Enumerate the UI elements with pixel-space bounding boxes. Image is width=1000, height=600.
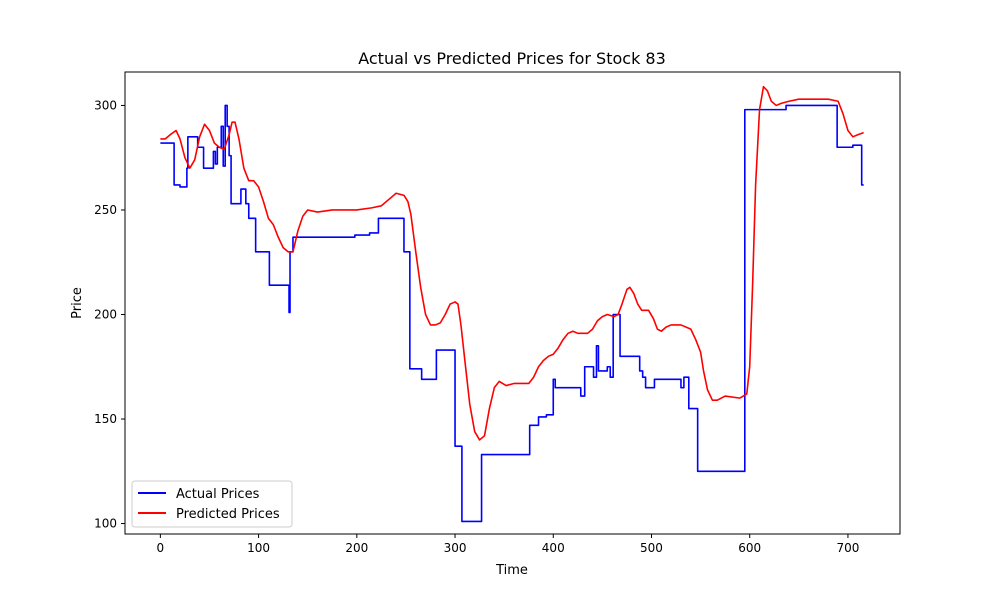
x-tick-label: 200 (345, 541, 368, 555)
plot-area (124, 71, 901, 535)
y-axis: 100 150 200 250 300 (94, 98, 125, 531)
legend-box (131, 480, 293, 528)
x-tick-label: 400 (542, 541, 565, 555)
y-tick-label: 100 (94, 517, 117, 531)
series-layer (160, 85, 864, 523)
predicted-prices-line (160, 85, 864, 441)
x-tick-label: 600 (738, 541, 761, 555)
y-axis-title: Price (70, 287, 85, 319)
y-tick-label: 200 (94, 307, 117, 321)
x-axis-title: Time (495, 563, 528, 578)
legend-label-predicted: Predicted Prices (176, 507, 280, 522)
x-tick-label: 500 (640, 541, 663, 555)
x-tick-label: 0 (157, 541, 165, 555)
plot-frame (124, 71, 901, 535)
x-tick-label: 300 (444, 541, 467, 555)
actual-prices-line (160, 104, 864, 523)
y-tick-label: 150 (94, 412, 117, 426)
y-tick-label: 300 (94, 98, 117, 112)
x-tick-label: 100 (247, 541, 270, 555)
chart-title: Actual vs Predicted Prices for Stock 83 (358, 49, 666, 68)
legend: Actual Prices Predicted Prices (131, 480, 293, 528)
x-tick-label: 700 (836, 541, 859, 555)
y-tick-label: 250 (94, 203, 117, 217)
legend-label-actual: Actual Prices (176, 487, 260, 502)
x-axis: 0 100 200 300 400 500 600 700 (157, 534, 859, 555)
